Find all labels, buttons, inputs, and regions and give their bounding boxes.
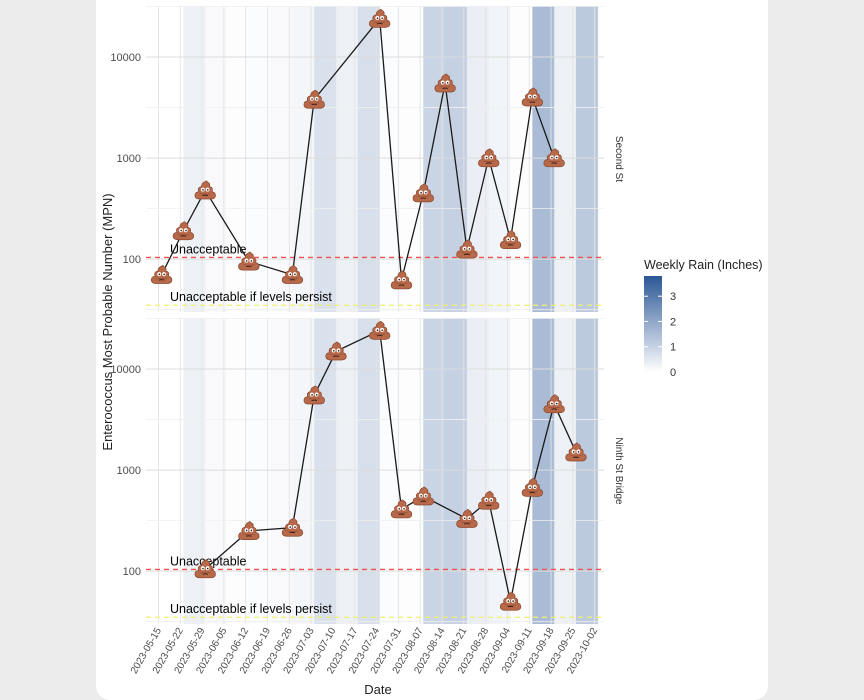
rain-band — [270, 6, 293, 312]
rain-band — [445, 318, 468, 624]
rain-band — [227, 318, 250, 624]
rain-legend: Weekly Rain (Inches) 0 1 2 3 — [644, 258, 763, 379]
x-axis-title: Date — [364, 682, 391, 697]
rain-band — [401, 6, 424, 312]
rain-band — [205, 318, 228, 624]
facet-label: Second St — [613, 136, 624, 182]
data-point — [150, 265, 173, 284]
rain-band — [510, 318, 533, 624]
rain-band — [314, 6, 337, 312]
rain-band — [466, 6, 490, 312]
rain-band — [183, 318, 206, 624]
rain-band — [248, 6, 271, 312]
rain-band — [270, 318, 293, 624]
y-tick-label: 100 — [123, 254, 141, 266]
rain-band — [401, 318, 424, 624]
legend-tick-label: 3 — [670, 291, 676, 303]
facet-label: Ninth St Bridge — [613, 437, 624, 505]
rain-band — [466, 318, 490, 624]
rain-band — [575, 318, 599, 624]
rain-band — [510, 6, 533, 312]
panel-0: 100 1000 10000 Unacceptable Unacceptable if … — [110, 6, 624, 312]
rain-band — [554, 6, 577, 312]
rain-band — [488, 6, 511, 312]
legend-tick-label: 0 — [670, 367, 676, 379]
y-tick-label: 10000 — [110, 52, 141, 64]
y-tick-label: 100 — [123, 566, 141, 578]
legend-tick-label: 2 — [670, 316, 676, 328]
rain-band — [336, 6, 359, 312]
legend-tick-label: 1 — [670, 342, 676, 354]
rain-band — [532, 6, 555, 312]
rain-band — [292, 6, 315, 312]
rain-band — [205, 6, 228, 312]
rain-band — [379, 318, 402, 624]
threshold-label: Unacceptable if levels persist — [170, 602, 332, 616]
rain-band — [532, 318, 555, 624]
y-tick-label: 10000 — [110, 364, 141, 376]
rain-band — [336, 318, 359, 624]
rain-band — [248, 318, 271, 624]
y-axis-title: Enterococcus Most Probable Number (MPN) — [100, 193, 115, 450]
legend-title: Weekly Rain (Inches) — [644, 258, 763, 272]
series-line — [204, 329, 577, 602]
rain-band — [357, 6, 380, 312]
y-tick-label: 1000 — [117, 153, 141, 165]
rain-band — [357, 318, 380, 624]
rain-band — [554, 318, 577, 624]
rain-band — [575, 6, 599, 312]
threshold-label: Unacceptable if levels persist — [170, 290, 332, 304]
chart-card: 100 1000 10000 Unacceptable Unacceptable if … — [96, 0, 768, 700]
legend-colorbar — [644, 276, 662, 372]
rain-band — [488, 318, 511, 624]
y-tick-label: 1000 — [117, 465, 141, 477]
threshold-label: Unacceptable — [170, 242, 246, 256]
rain-band — [423, 318, 446, 624]
